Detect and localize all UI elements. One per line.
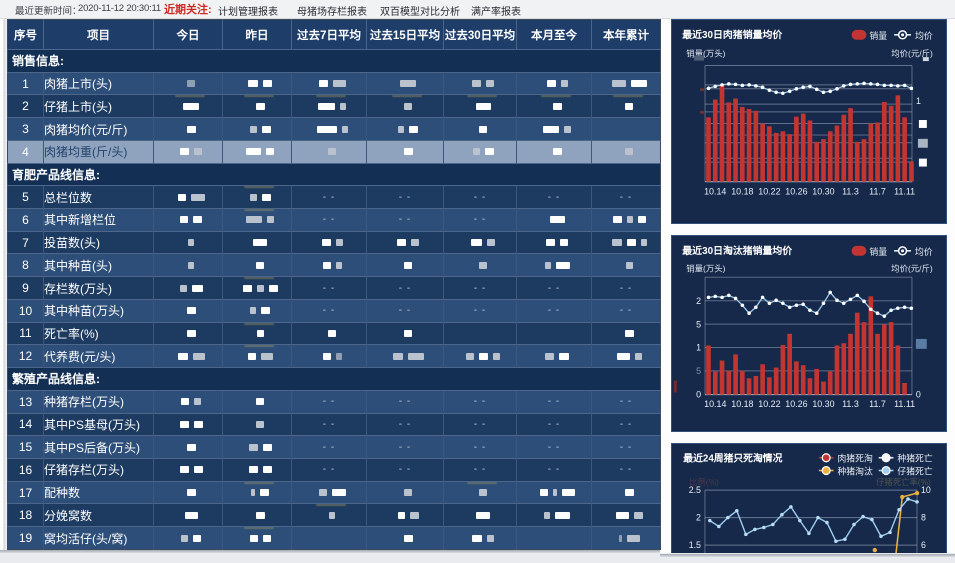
svg-text:10.22: 10.22 — [758, 399, 780, 409]
svg-text:均价: 均价 — [915, 30, 933, 41]
svg-text:11.11: 11.11 — [894, 186, 915, 196]
svg-text:均价(元/斤): 均价(元/斤) — [891, 264, 933, 274]
svg-text:10.30: 10.30 — [812, 399, 834, 409]
svg-text:10.26: 10.26 — [785, 399, 807, 409]
svg-text:5: 5 — [696, 366, 701, 376]
svg-text:10.30: 10.30 — [812, 186, 834, 196]
svg-text:1.5: 1.5 — [689, 540, 701, 550]
svg-text:0: 0 — [916, 390, 921, 400]
svg-text:10.22: 10.22 — [758, 186, 780, 196]
svg-text:均价: 均价 — [915, 246, 933, 257]
svg-text:仔猪死亡率(%): 仔猪死亡率(%) — [876, 477, 931, 487]
svg-text:种猪死亡: 种猪死亡 — [897, 453, 932, 464]
svg-text:11.7: 11.7 — [869, 186, 886, 196]
svg-text:2: 2 — [696, 513, 701, 523]
svg-text:均价(元/斤): 均价(元/斤) — [891, 49, 933, 59]
svg-text:11.11: 11.11 — [894, 399, 915, 409]
svg-text:10.18: 10.18 — [731, 399, 753, 409]
svg-text:最近30日肉猪销量均价: 最近30日肉猪销量均价 — [682, 28, 782, 41]
svg-text:销量(万头): 销量(万头) — [686, 264, 725, 274]
svg-text:销量: 销量 — [869, 246, 887, 257]
svg-text:5: 5 — [696, 319, 701, 329]
svg-text:10.14: 10.14 — [704, 186, 726, 196]
svg-text:种猪淘汰: 种猪淘汰 — [837, 465, 872, 476]
svg-text:肉猪死淘: 肉猪死淘 — [837, 453, 872, 464]
svg-text:10.14: 10.14 — [704, 399, 726, 409]
svg-text:6: 6 — [921, 540, 926, 550]
svg-text:仔猪死亡: 仔猪死亡 — [897, 465, 932, 476]
svg-text:8: 8 — [921, 513, 926, 523]
svg-text:比例(%): 比例(%) — [689, 477, 719, 487]
svg-text:11.3: 11.3 — [842, 186, 859, 196]
svg-text:1: 1 — [696, 343, 701, 353]
svg-text:销量: 销量 — [869, 30, 887, 41]
svg-text:销量(万头): 销量(万头) — [686, 49, 725, 59]
svg-text:10: 10 — [921, 485, 931, 495]
svg-text:最近24周猪只死淘情况: 最近24周猪只死淘情况 — [683, 452, 782, 465]
svg-text:2: 2 — [696, 296, 701, 306]
svg-text:10.18: 10.18 — [731, 186, 753, 196]
svg-text:11.7: 11.7 — [869, 399, 886, 409]
svg-text:11.3: 11.3 — [842, 399, 859, 409]
svg-text:10.26: 10.26 — [785, 186, 807, 196]
svg-text:2.5: 2.5 — [689, 485, 701, 495]
svg-text:1: 1 — [916, 96, 921, 106]
svg-text:0: 0 — [696, 390, 701, 400]
svg-text:最近30日淘汰猪销量均价: 最近30日淘汰猪销量均价 — [682, 244, 792, 257]
